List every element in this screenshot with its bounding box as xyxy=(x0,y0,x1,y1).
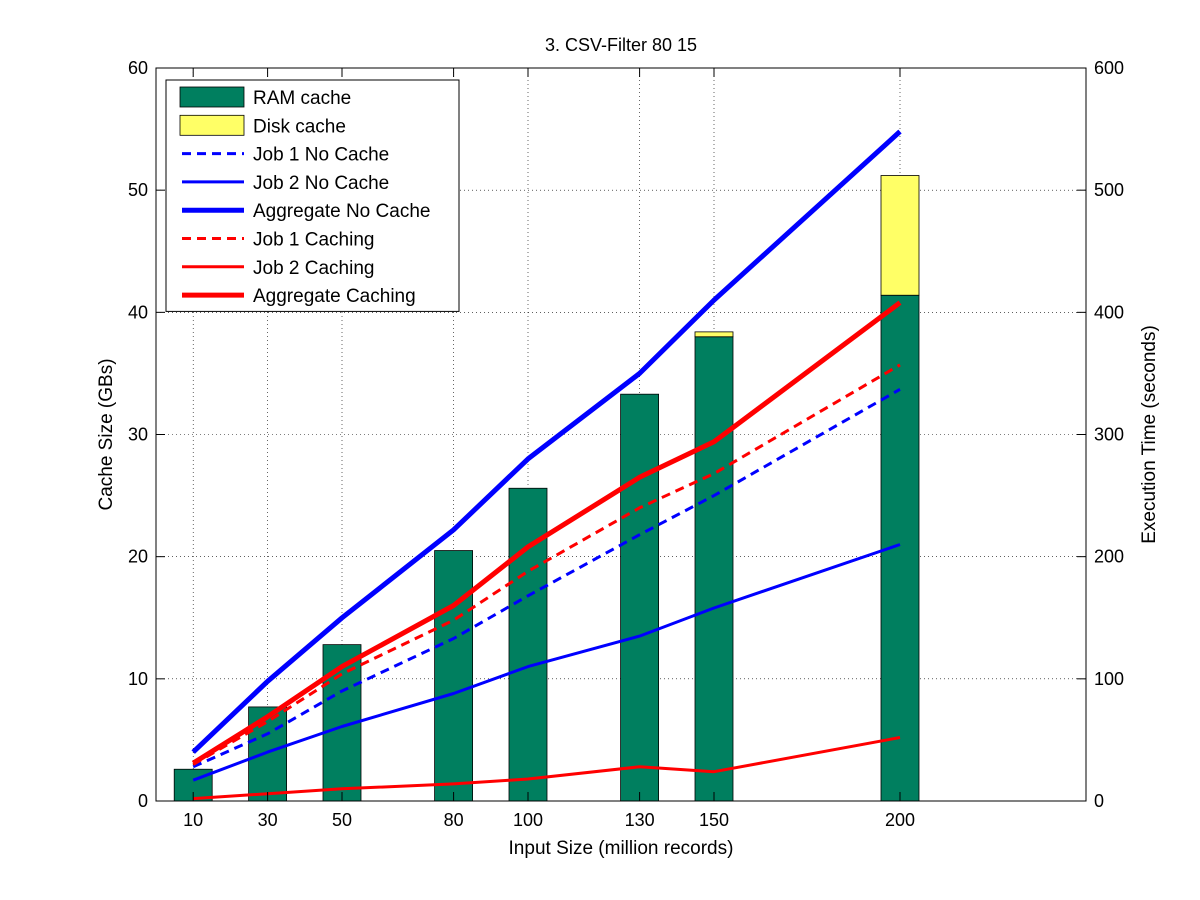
series-line-job-1-no-cache xyxy=(192,387,901,769)
series-line-aggregate-no-cache xyxy=(191,129,902,754)
bar-ram-cache xyxy=(694,336,734,802)
legend-label-ram-cache: RAM cache xyxy=(253,88,351,109)
y-left-tick-label: 0 xyxy=(138,791,148,811)
bar-ram-cache xyxy=(508,487,548,802)
bar-disk-cache xyxy=(880,175,920,296)
legend-label-disk-cache: Disk cache xyxy=(253,116,346,137)
y-axis-left-title: Cache Size (GBs) xyxy=(96,358,117,510)
x-tick-label: 10 xyxy=(183,810,203,830)
y-left-tick-label: 60 xyxy=(128,58,148,78)
legend-label-job-1-no-cache: Job 1 No Cache xyxy=(253,145,389,166)
x-tick-label: 130 xyxy=(625,810,655,830)
y-right-tick-label: 600 xyxy=(1094,58,1124,78)
ticks: 10 30 50 80 100 130 150 20001020304050600100200… xyxy=(128,58,1124,830)
x-axis-title: Input Size (million records) xyxy=(509,838,734,859)
y-right-tick-label: 400 xyxy=(1094,302,1124,322)
y-right-tick-label: 300 xyxy=(1094,425,1124,445)
y-left-tick-label: 20 xyxy=(128,547,148,567)
bar-ram-cache xyxy=(248,706,288,802)
series-lines xyxy=(191,129,902,801)
legend-label-job-1-caching: Job 1 Caching xyxy=(253,230,374,251)
series-line-aggregate-caching xyxy=(191,300,902,766)
bar-ram-cache xyxy=(620,393,659,802)
x-tick-label: 80 xyxy=(444,810,464,830)
legend-swatch-ram-cache xyxy=(179,86,245,108)
y-right-tick-label: 500 xyxy=(1094,180,1124,200)
bar-ram-cache xyxy=(434,550,474,802)
chart-title: 3. CSV-Filter 80 15 xyxy=(545,35,697,55)
y-right-tick-label: 100 xyxy=(1094,669,1124,689)
legend-swatch-disk-cache xyxy=(179,114,245,136)
y-right-tick-label: 0 xyxy=(1094,791,1104,811)
y-axis-right-title: Execution Time (seconds) xyxy=(1139,325,1160,544)
x-tick-label: 150 xyxy=(699,810,729,830)
y-left-tick-label: 10 xyxy=(128,669,148,689)
legend: RAM cache Disk cache Job 1 No Cache Job 2 N… xyxy=(165,79,460,312)
legend-label-job-2-caching: Job 2 Caching xyxy=(253,258,374,279)
series-line-job-2-no-cache xyxy=(192,543,901,782)
y-left-tick-label: 40 xyxy=(128,302,148,322)
legend-label-aggregate-no-cache: Aggregate No Cache xyxy=(253,201,430,222)
x-tick-label: 200 xyxy=(885,810,915,830)
y-right-tick-label: 200 xyxy=(1094,547,1124,567)
y-left-tick-label: 50 xyxy=(128,180,148,200)
x-tick-label: 50 xyxy=(332,810,352,830)
x-tick-label: 100 xyxy=(513,810,543,830)
bar-disk-cache xyxy=(694,331,734,338)
legend-label-job-2-no-cache: Job 2 No Cache xyxy=(253,173,389,194)
series-line-job-2-caching xyxy=(193,736,901,801)
y-left-tick-label: 30 xyxy=(128,425,148,445)
x-tick-label: 30 xyxy=(258,810,278,830)
legend-label-aggregate-caching: Aggregate Caching xyxy=(253,286,416,307)
